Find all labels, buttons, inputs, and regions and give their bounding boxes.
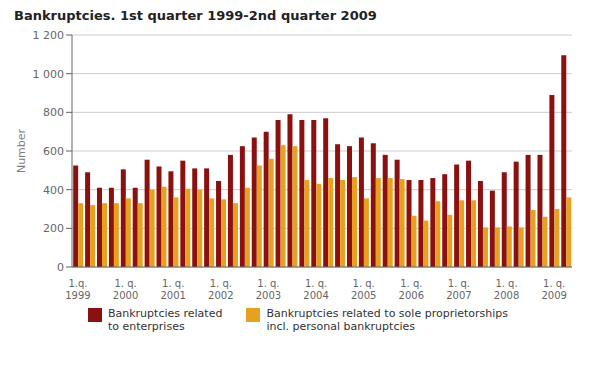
svg-text:1. q.2002: 1. q.2002 [208,278,233,301]
svg-text:Number: Number [15,128,28,173]
svg-text:600: 600 [43,145,64,158]
svg-text:1. q.2008: 1. q.2008 [494,278,519,301]
svg-text:1. q.2005: 1. q.2005 [351,278,376,301]
svg-text:1 000: 1 000 [33,68,65,81]
svg-text:200: 200 [43,222,64,235]
svg-text:1. q.2000: 1. q.2000 [113,278,138,301]
svg-text:1. q.2004: 1. q.2004 [303,278,328,301]
svg-text:1. q.2006: 1. q.2006 [399,278,424,301]
svg-text:1 200: 1 200 [33,29,65,42]
svg-text:1. q.2001: 1. q.2001 [160,278,185,301]
svg-text:1. q.2003: 1. q.2003 [256,278,281,301]
html-text:Bankruptcies. 1st quarter 1999: Bankruptcies. 1st quarter 1999-2nd quart… [14,8,377,23]
svg-text:0: 0 [57,261,64,274]
svg-text:1.q.1999: 1.q.1999 [65,278,90,301]
svg-text:1. q.2009: 1. q.2009 [541,278,566,301]
html-text:Bankruptcies related to sole p: Bankruptcies related to sole proprietors… [266,307,508,320]
html-text:Bankruptcies related: Bankruptcies related [108,307,223,320]
svg-text:1. q.2007: 1. q.2007 [446,278,471,301]
html-text:incl. personal bankruptcies: incl. personal bankruptcies [266,320,415,333]
html-text:to enterprises: to enterprises [108,320,185,333]
svg-text:800: 800 [43,106,64,119]
svg-text:400: 400 [43,184,64,197]
